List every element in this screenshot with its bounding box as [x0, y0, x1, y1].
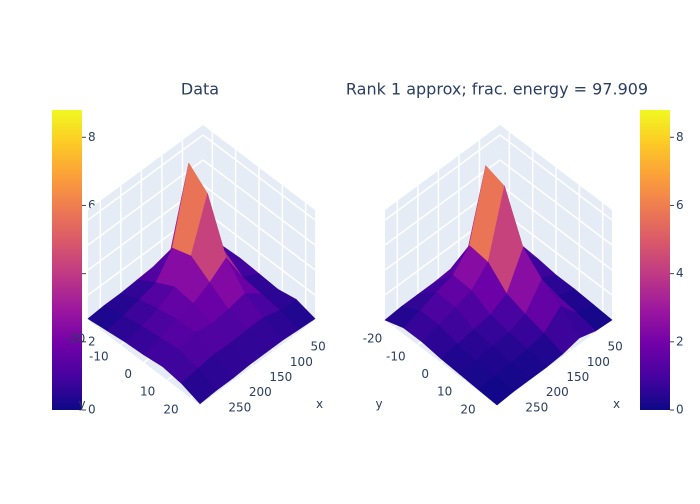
x-tick-label: 50 — [310, 340, 325, 354]
y-tick-label: -20 — [66, 332, 86, 346]
colorbar-tick-label: 4 — [676, 266, 684, 280]
x-axis-title: x — [316, 397, 323, 411]
side-wall — [88, 125, 203, 320]
grid-line — [87, 134, 204, 221]
colorbar-tick-label: 2 — [88, 334, 96, 348]
y-tick-label: 0 — [421, 367, 429, 381]
grid-line — [202, 134, 316, 221]
y-tick-label: -10 — [386, 349, 406, 363]
colorbar-tick-label: 8 — [88, 130, 96, 144]
grid-line — [87, 159, 204, 246]
colorbar-tick-label: 6 — [88, 198, 96, 212]
y-tick-label: 10 — [437, 385, 452, 399]
y-tick-label: 10 — [140, 385, 155, 399]
colorbar-tick-label: 8 — [676, 130, 684, 144]
x-tick-label: 100 — [587, 355, 610, 369]
side-wall — [385, 125, 500, 320]
x-tick-label: 50 — [607, 340, 622, 354]
surface-cell — [477, 375, 514, 406]
y-tick-label: -10 — [89, 349, 109, 363]
grid-line — [499, 184, 613, 271]
grid-line — [499, 209, 613, 296]
grid-line — [499, 159, 613, 246]
grid-line — [384, 159, 501, 246]
x-tick-label: 200 — [249, 385, 272, 399]
grid-line — [202, 209, 316, 296]
grid-line — [202, 159, 316, 246]
x-tick-label: 200 — [546, 385, 569, 399]
x-tick-label: 250 — [228, 400, 251, 414]
x-axis-title: x — [613, 397, 620, 411]
colorbar — [52, 110, 82, 410]
y-tick-label: -20 — [363, 332, 383, 346]
y-tick-label: 20 — [163, 402, 178, 416]
x-tick-label: 150 — [566, 370, 589, 384]
x-tick-label: 100 — [290, 355, 313, 369]
x-tick-label: 250 — [525, 400, 548, 414]
colorbar-tick-label: 6 — [676, 198, 684, 212]
grid-line — [384, 134, 501, 221]
x-tick-label: 150 — [269, 370, 292, 384]
chart-title: Data — [181, 80, 219, 99]
grid-line — [499, 134, 613, 221]
y-axis-title: y — [375, 397, 382, 411]
colorbar-tick-label: 0 — [676, 403, 684, 417]
colorbar — [640, 110, 670, 410]
y-axis-title: y — [78, 397, 85, 411]
colorbar-tick-label: 0 — [88, 403, 96, 417]
colorbar-tick-label: 2 — [676, 334, 684, 348]
chart-title: Rank 1 approx; frac. energy = 97.909 — [346, 80, 648, 99]
surface-cell — [180, 368, 217, 405]
y-tick-label: 0 — [124, 367, 132, 381]
y-tick-label: 20 — [460, 402, 475, 416]
grid-line — [202, 184, 316, 271]
